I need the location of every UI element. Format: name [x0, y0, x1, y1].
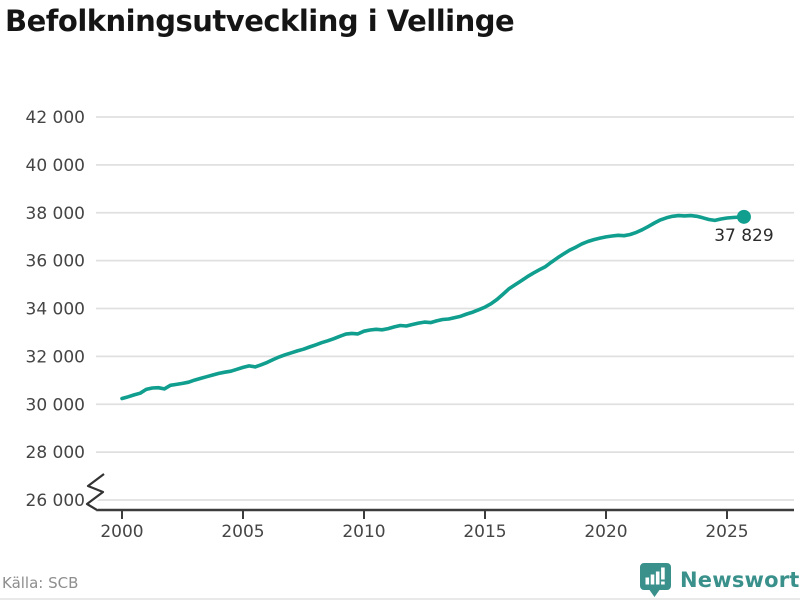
page-title: Befolkningsutveckling i Vellinge	[5, 4, 515, 38]
bottom-edge-divider	[0, 598, 800, 600]
y-tick-label: 42 000	[26, 108, 85, 128]
y-tick-label: 38 000	[26, 204, 85, 224]
end-point-dot	[736, 209, 751, 224]
population-line-chart: 42 000 40 000 38 000 36 000 34 000 32 000 30 0…	[26, 108, 794, 542]
y-tick-label: 32 000	[26, 347, 85, 367]
y-tick-label: 40 000	[26, 156, 85, 176]
x-tick-label: 2015	[463, 522, 506, 542]
y-tick-label: 28 000	[26, 443, 85, 463]
x-tick-label: 2025	[705, 522, 748, 542]
source-caption: Källa: SCB	[2, 574, 79, 592]
newsworthy-logo[interactable]: Newsworthy	[639, 562, 800, 598]
x-tick-label: 2020	[584, 522, 627, 542]
newsworthy-bubble-chart-icon	[640, 563, 671, 597]
x-tick-label: 2010	[342, 522, 385, 542]
y-tick-label: 30 000	[26, 395, 85, 415]
x-tick-label: 2005	[221, 522, 264, 542]
y-tick-label: 36 000	[26, 252, 85, 272]
axis-break-icon	[85, 473, 105, 511]
population-line	[120, 213, 746, 401]
y-tick-label: 34 000	[26, 300, 85, 320]
brand-name: Newsworthy	[680, 568, 800, 592]
end-value-label: 37 829	[714, 225, 774, 246]
x-tick-label: 2000	[100, 522, 143, 542]
y-tick-label: 26 000	[26, 491, 85, 511]
